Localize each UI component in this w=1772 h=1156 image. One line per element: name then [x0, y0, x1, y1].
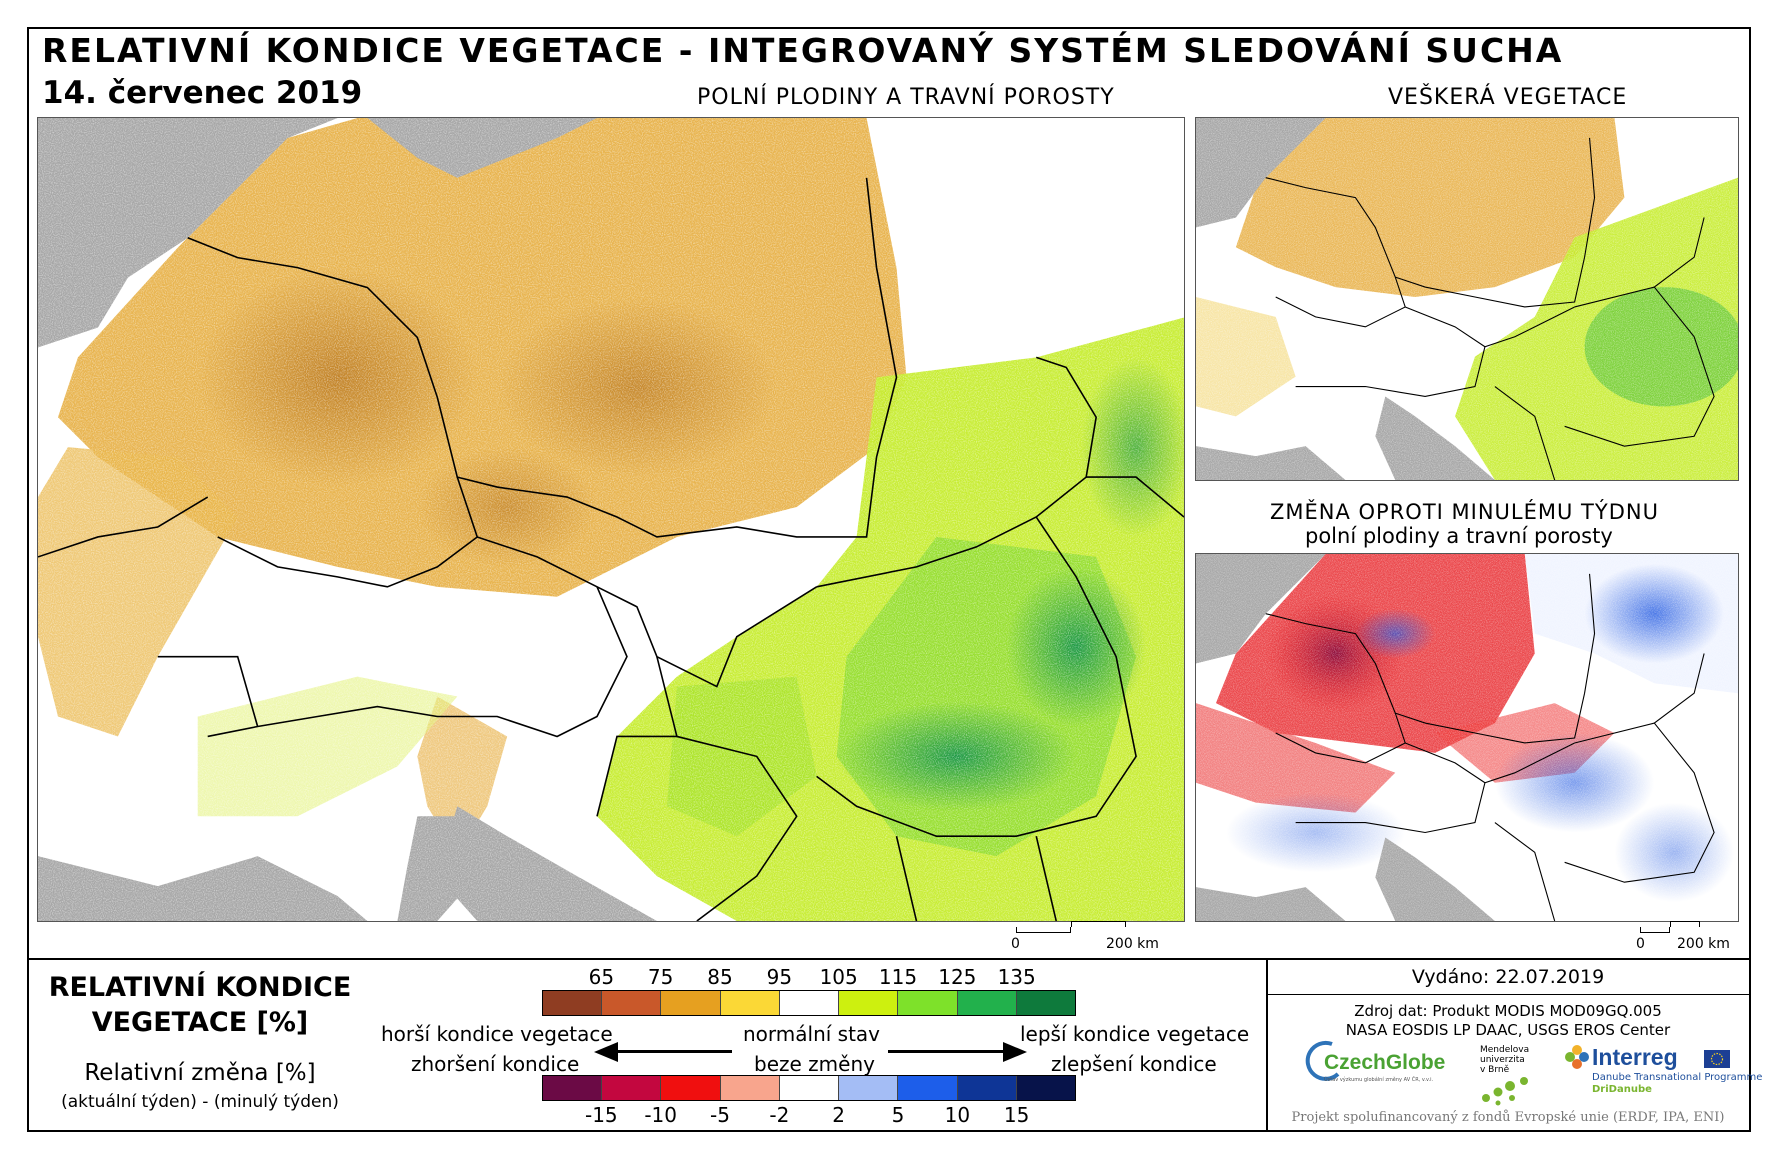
change-map-subtitle: polní plodiny a travní porosty	[1305, 524, 1613, 548]
change-swatch	[839, 1076, 899, 1100]
tick-label: 125	[938, 965, 977, 989]
worsening-label: zhoršení kondice	[411, 1052, 580, 1076]
small-scalebar-zero: 0	[1636, 936, 1645, 952]
worse-condition-label: horší kondice vegetace	[381, 1022, 613, 1046]
condition-swatch	[661, 991, 721, 1015]
data-source-line-2: NASA EOSDIS LP DAAC, USGS EROS Center	[1345, 1021, 1671, 1039]
change-swatch	[602, 1076, 662, 1100]
change-swatch	[720, 1076, 780, 1100]
country-borders	[38, 177, 1184, 921]
tick-label: 15	[1003, 1103, 1030, 1127]
interreg-logo: Interreg Danube Transnational Programme …	[1562, 1040, 1762, 1100]
right-arrow	[888, 1050, 1008, 1053]
main-scalebar-label: 200 km	[1106, 936, 1159, 952]
all-vegetation-map-title: VEŠKERÁ VEGETACE	[1388, 85, 1628, 110]
info-inner-separator	[1268, 994, 1751, 995]
left-arrow	[612, 1050, 732, 1053]
change-swatch	[898, 1076, 958, 1100]
mendel-dots-icon	[1482, 1077, 1528, 1106]
condition-swatch	[779, 991, 840, 1015]
czechglobe-name: CzechGlobe	[1324, 1051, 1446, 1074]
mendel-university-logo: Mendelova univerzita v Brně	[1478, 1046, 1548, 1106]
tick-label: 115	[878, 965, 918, 989]
condition-swatch	[602, 991, 662, 1015]
czechglobe-logo: CzechGlobe Ústav výzkumu globální změny …	[1302, 1040, 1462, 1090]
condition-swatch	[839, 991, 899, 1015]
change-swatch	[543, 1076, 603, 1100]
tick-label: 135	[997, 965, 1036, 989]
condition-swatch	[957, 991, 1017, 1015]
page-title: RELATIVNÍ KONDICE VEGETACE - INTEGROVANÝ…	[42, 31, 1564, 70]
change-color-ramp	[542, 1075, 1076, 1101]
change-swatch	[1016, 1076, 1075, 1100]
legend-title-line-2: VEGETACE [%]	[91, 1007, 309, 1038]
tick-label: 105	[819, 965, 858, 989]
tick-label: 2	[832, 1103, 846, 1127]
condition-swatch	[720, 991, 780, 1015]
eu-cofunding-footer: Projekt spolufinancovaný z fondů Evropsk…	[1291, 1110, 1725, 1125]
condition-color-ramp	[542, 990, 1076, 1016]
main-map-title: POLNÍ PLODINY A TRAVNÍ POROSTY	[697, 85, 1115, 110]
tick-label: -10	[644, 1103, 677, 1127]
left-arrowhead-icon	[594, 1042, 618, 1062]
legend-change-label: Relativní změna [%]	[84, 1060, 316, 1086]
change-swatch	[779, 1076, 840, 1100]
main-scalebar	[1016, 921, 1126, 939]
change-map-title: ZMĚNA OPROTI MINULÉMU TÝDNU	[1270, 500, 1659, 524]
weekly-change-map[interactable]	[1195, 553, 1739, 922]
tick-label: -15	[584, 1103, 618, 1127]
main-condition-map[interactable]	[37, 117, 1185, 922]
normal-state-label: normální stav	[743, 1022, 881, 1046]
page-frame	[27, 27, 1751, 1132]
legend-title-line-1: RELATIVNÍ KONDICE	[48, 972, 352, 1003]
small-scalebar-label: 200 km	[1677, 936, 1730, 952]
improvement-label: zlepšení kondice	[1051, 1052, 1217, 1076]
tick-label: -2	[769, 1103, 790, 1127]
main-scalebar-zero: 0	[1011, 936, 1020, 952]
mendel-line-3: v Brně	[1480, 1065, 1510, 1075]
tick-label: 75	[647, 965, 674, 989]
condition-swatch	[898, 991, 958, 1015]
legend-separator	[27, 958, 1751, 960]
change-swatch	[661, 1076, 721, 1100]
tick-label: 85	[707, 965, 733, 989]
issued-date: Vydáno: 22.07.2019	[1411, 966, 1605, 988]
interreg-flower-icon	[1565, 1045, 1589, 1069]
tick-label: 10	[944, 1103, 971, 1127]
tick-label: 65	[588, 965, 615, 989]
eu-flag-icon	[1704, 1050, 1730, 1068]
no-change-label: beze změny	[754, 1052, 875, 1076]
tick-label: -5	[710, 1103, 730, 1127]
czechglobe-subtitle: Ústav výzkumu globální změny AV ČR, v.v.…	[1324, 1077, 1434, 1083]
change-swatch	[957, 1076, 1017, 1100]
condition-swatch	[1016, 991, 1075, 1015]
dridanube-label: DriDanube	[1592, 1084, 1652, 1095]
data-source-line-1: Zdroj dat: Produkt MODIS MOD09GQ.005	[1354, 1002, 1662, 1020]
condition-swatch	[543, 991, 603, 1015]
mendel-line-1: Mendelova	[1480, 1045, 1530, 1055]
info-separator	[1266, 958, 1268, 1132]
tick-label: 95	[766, 965, 793, 989]
czechglobe-swoosh-icon	[1305, 1040, 1340, 1081]
tick-label: 5	[891, 1103, 905, 1127]
interreg-name: Interreg	[1592, 1044, 1678, 1070]
small-scalebar	[1640, 921, 1700, 939]
right-arrowhead-icon	[1003, 1042, 1027, 1062]
mendel-line-2: univerzita	[1480, 1055, 1525, 1065]
all-vegetation-map[interactable]	[1195, 117, 1739, 481]
legend-change-formula: (aktuální týden) - (minulý týden)	[61, 1092, 339, 1112]
map-date: 14. červenec 2019	[42, 75, 363, 111]
interreg-subtitle: Danube Transnational Programme	[1592, 1072, 1763, 1083]
better-condition-label: lepší kondice vegetace	[1020, 1022, 1250, 1046]
